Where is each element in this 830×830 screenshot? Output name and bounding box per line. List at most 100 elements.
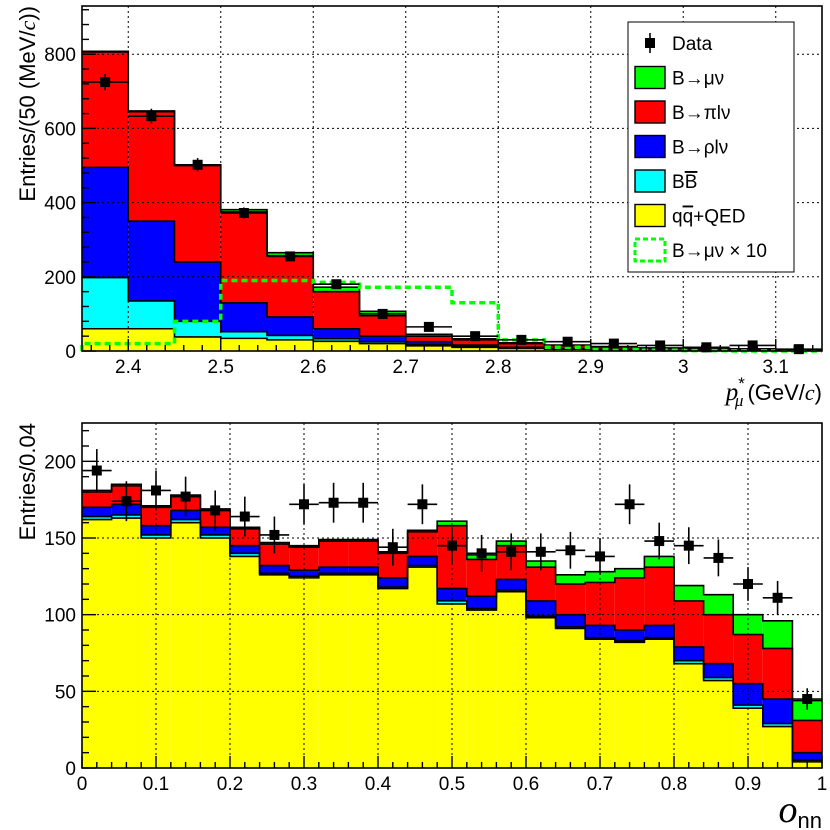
bar-bl-23 — [762, 648, 793, 699]
bar-qqqed-15 — [526, 617, 556, 768]
legend-swatch — [634, 169, 666, 193]
data-marker-14 — [747, 340, 758, 351]
stack-outline-2 — [82, 503, 822, 754]
bar-qqqed-20 — [674, 663, 704, 768]
bar-bb-22 — [733, 705, 763, 709]
data-point-3 — [220, 207, 267, 219]
bar-bl-0 — [82, 507, 112, 517]
x-tick-label-6: 0.6 — [513, 774, 539, 795]
bar-bl-4 — [200, 527, 230, 535]
data-point-24 — [792, 688, 822, 710]
bar-qqqed-23 — [762, 726, 793, 768]
data-marker-3 — [238, 208, 249, 218]
legend-item-5: qq+QED — [634, 203, 745, 228]
top-stack-fill — [82, 50, 822, 352]
y-tick-label-4: 800 — [44, 45, 76, 66]
bar-bb-3 — [220, 331, 267, 339]
bar-bb-12 — [437, 600, 467, 604]
bar-bl-8 — [452, 339, 499, 346]
bar-bl-15 — [526, 567, 556, 601]
x-tick-label-3: 2.7 — [393, 357, 419, 378]
bar-bb-21 — [703, 677, 734, 681]
data-marker-23 — [772, 592, 783, 603]
bar-bb-0 — [82, 516, 112, 520]
top-data-points — [82, 73, 822, 355]
y-tick-label-1: 50 — [55, 682, 76, 703]
data-point-6 — [359, 308, 406, 319]
data-point-2 — [174, 158, 221, 172]
bar-qqqed-1 — [111, 518, 142, 768]
bar-bl-23 — [762, 699, 793, 724]
bar-b-21 — [703, 594, 734, 615]
data-point-15 — [775, 344, 822, 355]
bar-bl-0 — [82, 52, 129, 168]
y-tick-label-3: 150 — [44, 529, 76, 550]
bar-qqqed-11 — [407, 567, 438, 768]
x-tick-label-7: 3.1 — [763, 357, 789, 378]
bar-bb-4 — [267, 335, 314, 340]
bar-qqqed-2 — [174, 336, 221, 351]
y-tick-label-3: 600 — [44, 119, 76, 140]
data-marker-4 — [210, 505, 221, 516]
bar-b-5 — [313, 287, 360, 292]
bar-bl-13 — [466, 596, 497, 609]
x-tick-label-4: 0.4 — [365, 774, 392, 795]
bar-qqqed-10 — [544, 349, 591, 351]
bar-qqqed-5 — [313, 341, 360, 351]
data-point-1 — [111, 481, 142, 522]
x-tick-label-8: 0.8 — [661, 774, 687, 795]
data-marker-13 — [701, 342, 712, 353]
bar-bl-4 — [267, 255, 314, 317]
x-tick-label-10: 1 — [817, 774, 828, 795]
data-point-8 — [452, 331, 499, 342]
data-marker-7 — [299, 499, 309, 510]
bar-bl-1 — [128, 221, 175, 301]
bar-bl-11 — [407, 556, 438, 566]
bar-b-24 — [792, 700, 822, 721]
bar-bl-7 — [405, 336, 452, 342]
legend-item-0: Data — [645, 33, 713, 55]
bar-qqqed-21 — [703, 680, 734, 768]
bar-bl-20 — [674, 600, 704, 647]
data-marker-1 — [121, 496, 132, 507]
plot-frame — [81, 5, 823, 352]
bar-qqqed-9 — [498, 348, 545, 351]
bar-bl-11 — [407, 531, 438, 557]
data-point-5 — [230, 496, 260, 537]
x-tick-label-4: 2.8 — [485, 357, 511, 378]
data-marker-9 — [516, 334, 527, 345]
data-point-5 — [313, 279, 360, 290]
bottom-x-axis-label: onn — [779, 789, 822, 830]
bar-qqqed-1 — [128, 328, 175, 351]
data-marker-8 — [328, 497, 339, 508]
bar-bb-6 — [359, 341, 406, 344]
x-tick-label-0: 0 — [77, 774, 88, 795]
bar-bl-0 — [82, 167, 129, 278]
top-panel: 2.4 2.5 2.6 2.7 2.8 2.9 3 3.1 0 200 400 600 800 Entr… — [15, 5, 823, 410]
bar-bl-18 — [614, 577, 645, 630]
legend-label: B→μν — [672, 69, 724, 90]
bottom-data-points — [82, 449, 822, 710]
data-point-9 — [498, 334, 545, 345]
bar-qqqed-18 — [614, 642, 645, 768]
top-x-axis-label: p* μ (GeV/c) — [724, 374, 822, 410]
x-tick-label-7: 0.7 — [587, 774, 613, 795]
data-point-10 — [378, 528, 408, 566]
bar-bl-2 — [141, 525, 171, 535]
legend-label: BB — [672, 172, 697, 193]
data-marker-22 — [743, 579, 753, 589]
bar-bl-3 — [220, 211, 267, 303]
y-tick-label-2: 100 — [44, 606, 76, 627]
data-point-4 — [267, 251, 314, 262]
bottom-panel: 0 0.1 0.2 0.3 0.4 0.5 0.6 0.7 0.8 0.9 1 0 50 100 150 20… — [15, 422, 828, 830]
bar-bl-14 — [496, 579, 526, 591]
data-marker-14 — [506, 546, 517, 557]
bar-qqqed-13 — [466, 610, 497, 768]
x-tick-label-6: 3 — [678, 357, 689, 378]
bar-bl-7 — [405, 341, 452, 345]
y-tick-label-0: 0 — [65, 342, 76, 363]
data-marker-6 — [269, 529, 280, 540]
data-marker-2 — [151, 485, 161, 496]
bottom-y-axis-label: Entries/0.04 — [15, 423, 40, 540]
